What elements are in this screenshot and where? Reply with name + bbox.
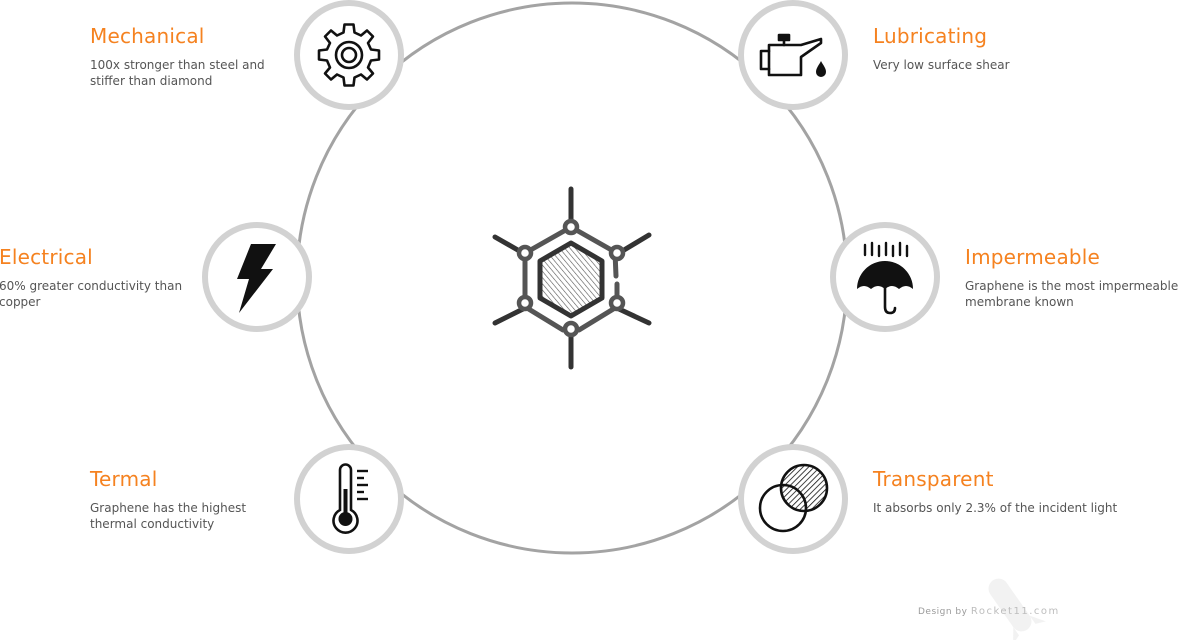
mechanical-feature: Mechanical 100x stronger than steel and … [90, 24, 290, 89]
lubricating-title: Lubricating [873, 24, 988, 48]
mechanical-description: 100x stronger than steel and stiffer tha… [90, 58, 265, 88]
transparent-title: Transparent [873, 467, 994, 491]
transparent-feature: Transparent It absorbs only 2.3% of the … [873, 467, 1123, 516]
termal-title: Termal [90, 467, 158, 491]
impermeable-feature: Impermeable Graphene is the most imperme… [965, 245, 1181, 310]
electrical-title: Electrical [0, 245, 93, 269]
mechanical-title: Mechanical [90, 24, 205, 48]
credit-prefix: Design by [918, 607, 968, 617]
umbrella-icon [857, 241, 913, 315]
termal-description: Graphene has the highest thermal conduct… [90, 501, 247, 531]
electrical-node [202, 222, 312, 332]
lubricating-node [738, 0, 848, 110]
gear-icon [317, 23, 381, 87]
credit-watermark-icon [988, 578, 1046, 640]
impermeable-description: Graphene is the most impermeable membran… [965, 279, 1179, 309]
impermeable-node [830, 222, 940, 332]
credit-brand: Rocket11.com [970, 606, 1060, 617]
overlapping-circles-icon [758, 463, 829, 533]
lightning-icon [237, 244, 276, 313]
termal-feature: Termal Graphene has the highest thermal … [90, 467, 290, 532]
lubricating-feature: Lubricating Very low surface shear [873, 24, 1123, 73]
transparent-node [738, 444, 848, 554]
mechanical-node [294, 0, 404, 110]
electrical-feature: Electrical 60% greater conductivity than… [0, 245, 199, 310]
oil-can-icon [759, 33, 826, 77]
electrical-description: 60% greater conductivity than copper [0, 279, 183, 309]
impermeable-title: Impermeable [965, 245, 1101, 269]
design-credit: Design by Rocket11.com [918, 606, 1060, 617]
thermometer-icon [332, 463, 368, 534]
transparent-description: It absorbs only 2.3% of the incident lig… [873, 501, 1118, 515]
lubricating-description: Very low surface shear [873, 58, 1010, 72]
graphene-molecule-icon [492, 186, 652, 370]
termal-node [294, 444, 404, 554]
